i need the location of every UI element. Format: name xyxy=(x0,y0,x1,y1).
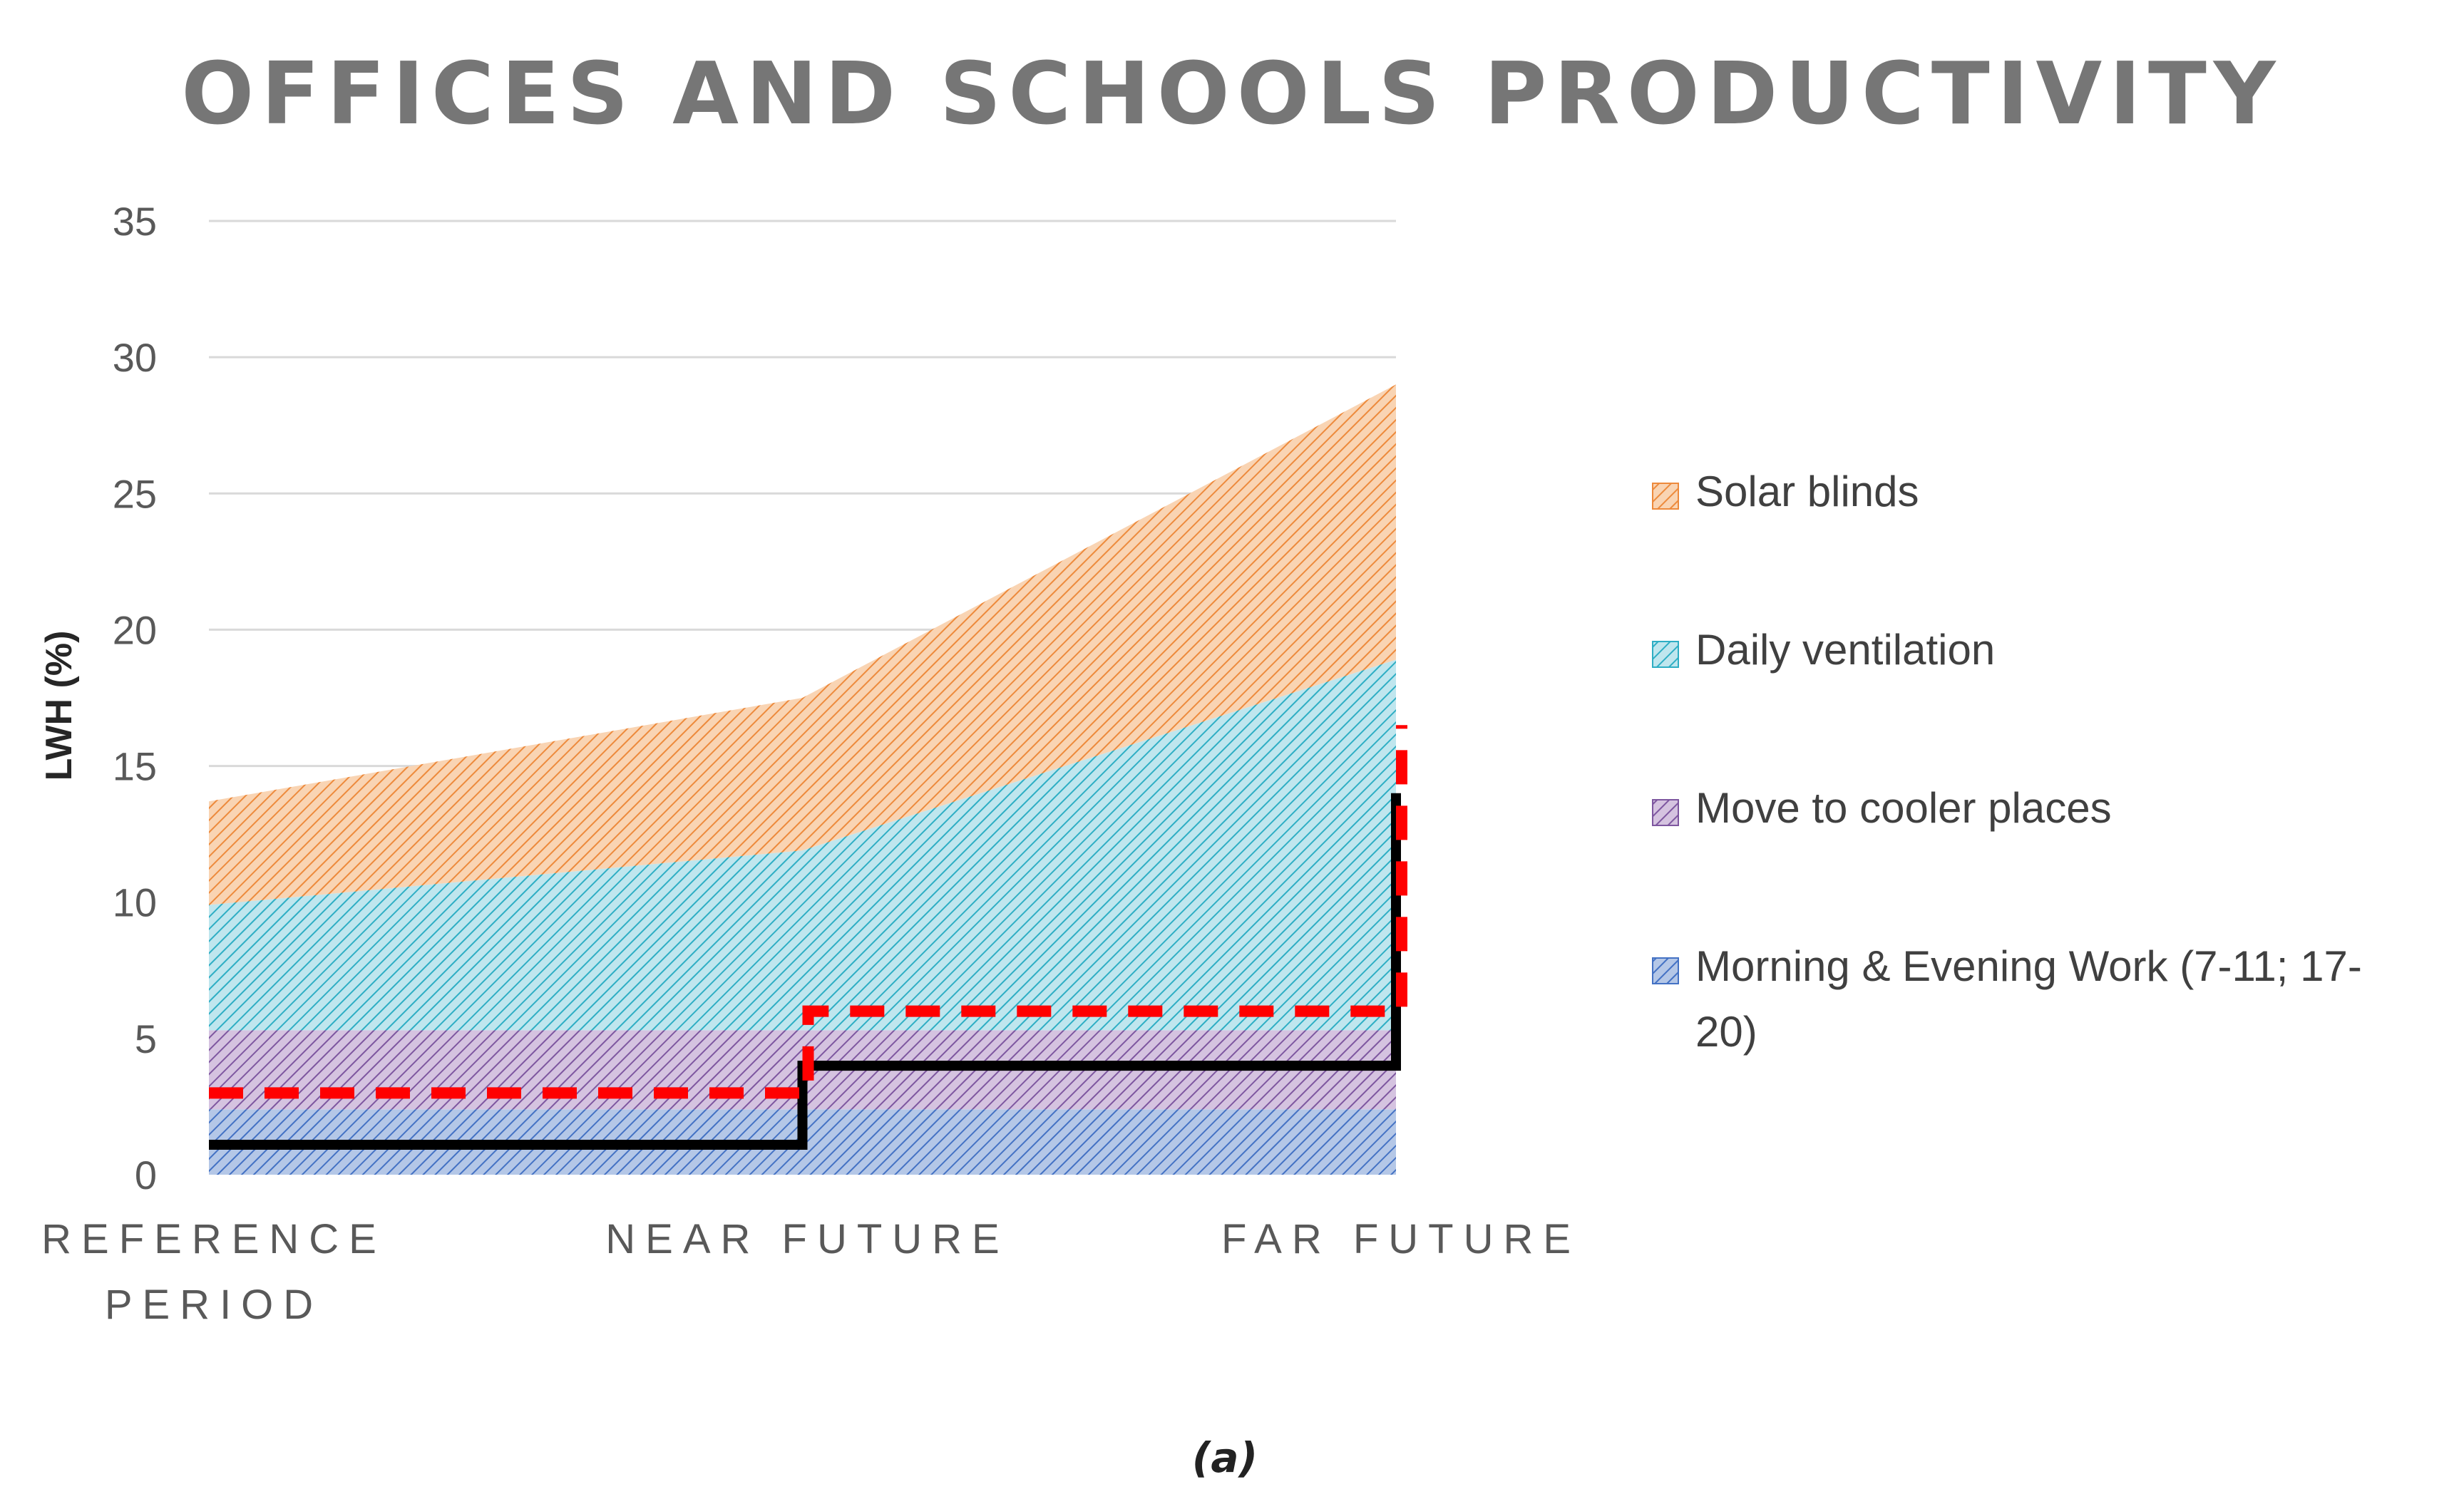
y-tick-label: 35 xyxy=(113,199,157,244)
y-tick-label: 0 xyxy=(135,1153,157,1198)
y-axis-label: LWH (%) xyxy=(38,631,80,781)
y-tick-label: 5 xyxy=(135,1016,157,1061)
step-lines xyxy=(209,725,1407,1150)
x-axis-ticks: REFERENCE PERIOD NEAR FUTURE FAR FUTURE xyxy=(41,1216,1581,1328)
legend-label-1: Move to cooler places xyxy=(1695,784,2112,832)
legend: Solar blinds Daily ventilation Move to coo… xyxy=(1652,468,2362,1056)
figure-caption: (a) xyxy=(1192,1433,1258,1482)
x-tick-label: FAR FUTURE xyxy=(1221,1216,1581,1262)
y-tick-label: 20 xyxy=(113,607,157,652)
legend-label-2: Daily ventilation xyxy=(1695,626,1995,674)
legend-swatch-3 xyxy=(1652,483,1679,510)
y-tick-label: 15 xyxy=(113,744,157,789)
y-axis-ticks: 0 5 10 15 20 25 30 35 xyxy=(113,199,157,1198)
y-tick-label: 30 xyxy=(113,335,157,380)
x-tick-label: PERIOD xyxy=(105,1282,323,1328)
chart-title: OFFICES AND SCHOOLS PRODUCTIVITY xyxy=(181,45,2282,144)
y-tick-label: 10 xyxy=(113,880,157,925)
x-tick-label: NEAR FUTURE xyxy=(605,1216,1009,1262)
legend-label-0: 20) xyxy=(1695,1008,1757,1056)
legend-swatch-0 xyxy=(1652,957,1679,984)
area-series-3 xyxy=(209,384,1396,905)
legend-label-3: Solar blinds xyxy=(1695,468,1919,515)
y-tick-label: 25 xyxy=(113,471,157,516)
step-line-red-threshold xyxy=(209,725,1407,1099)
area-series-2 xyxy=(209,659,1396,1031)
legend-swatch-2 xyxy=(1652,641,1679,668)
legend-swatch-1 xyxy=(1652,799,1679,826)
x-tick-label: REFERENCE xyxy=(41,1216,386,1262)
legend-label-0: Morning & Evening Work (7-11; 17- xyxy=(1695,942,2362,990)
